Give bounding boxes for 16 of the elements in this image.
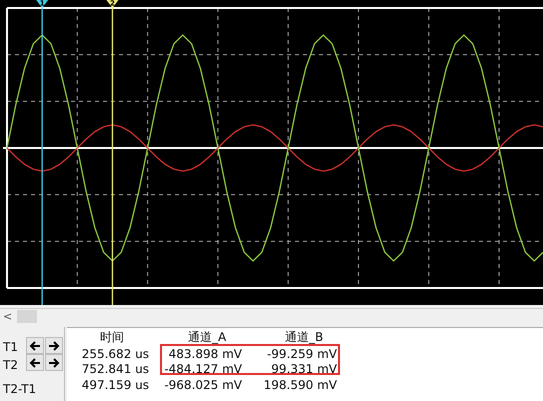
text: 时间 [100, 329, 124, 346]
text: 通道_B [285, 329, 324, 346]
text: 497.159 us [82, 378, 149, 392]
text: -99.259 mV [266, 347, 337, 361]
text: 99.331 mV [271, 362, 337, 376]
text: -484.127 mV [164, 362, 242, 376]
text: 198.590 mV [264, 378, 337, 392]
text: 752.841 us [82, 362, 149, 376]
text: 483.898 mV [168, 347, 242, 361]
text: -968.025 mV [164, 378, 242, 392]
text: T2 [3, 358, 18, 372]
text: T2-T1 [3, 382, 36, 396]
text: T1 [3, 340, 18, 354]
text: 255.682 us [82, 347, 149, 361]
text: 通道_A [188, 329, 226, 346]
text: < [3, 310, 12, 323]
